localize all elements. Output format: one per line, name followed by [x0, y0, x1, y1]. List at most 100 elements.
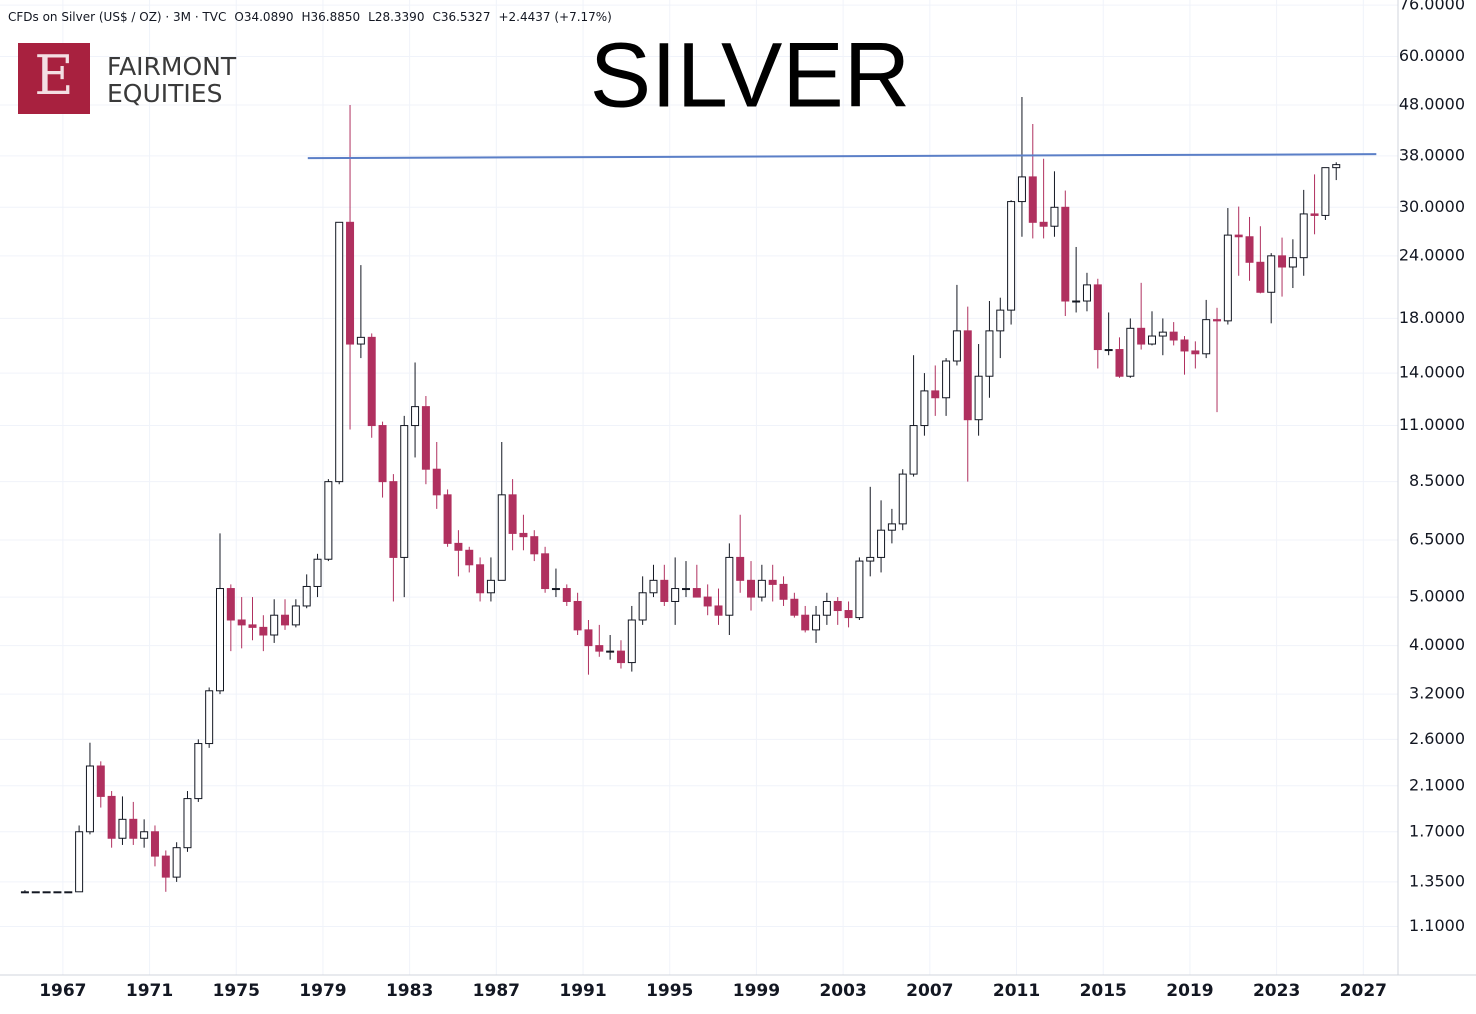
- y-tick-label: 8.5000: [1409, 471, 1465, 490]
- candle-body: [346, 221, 355, 345]
- candle-body: [855, 560, 864, 619]
- candle-body: [281, 614, 290, 626]
- candle-body: [1299, 213, 1308, 259]
- candle-body: [866, 556, 875, 562]
- candle-body: [42, 891, 51, 894]
- candle-body: [1104, 349, 1113, 352]
- candle-body: [1191, 350, 1200, 355]
- candle-body: [736, 556, 745, 581]
- candle-body: [194, 743, 203, 800]
- candle-body: [172, 847, 181, 878]
- candle-body: [1039, 221, 1048, 227]
- candle-body: [270, 614, 279, 636]
- candle-body: [1288, 257, 1297, 268]
- candle-body: [96, 765, 105, 797]
- candle-body: [703, 596, 712, 607]
- header: CFDs on Silver (US$ / OZ) · 3M · TVC O34.…: [8, 10, 612, 24]
- y-tick-label: 30.0000: [1399, 197, 1465, 216]
- y-tick-label: 38.0000: [1399, 145, 1465, 164]
- candle-body: [378, 425, 387, 483]
- candle-body: [616, 650, 625, 664]
- candle-body: [920, 390, 929, 427]
- logo-letter: E: [34, 44, 73, 107]
- y-tick-label: 18.0000: [1399, 308, 1465, 327]
- x-tick-label: 2003: [819, 981, 866, 1001]
- x-tick-label: 2007: [906, 981, 953, 1001]
- candle-body: [1050, 206, 1059, 227]
- candle-body: [454, 542, 463, 551]
- x-tick-label: 2015: [1080, 981, 1127, 1001]
- candle-body: [313, 558, 322, 587]
- candle-body: [1234, 234, 1243, 238]
- candle-body: [85, 765, 94, 833]
- candle-body: [595, 645, 604, 652]
- symbol: CFDs on Silver (US$ / OZ) · 3M · TVC O34.…: [8, 10, 612, 24]
- candle-body: [64, 891, 73, 894]
- plot: [20, 97, 1377, 894]
- x-tick-label: 2019: [1166, 981, 1213, 1001]
- candle-body: [324, 481, 333, 560]
- y-tick-label: 4.0000: [1409, 635, 1465, 654]
- open: O34.0890: [234, 10, 293, 24]
- candle-body: [1137, 327, 1146, 345]
- x-tick-label: 1983: [386, 981, 433, 1001]
- x-tick-label: 1967: [39, 981, 86, 1001]
- candle-body: [1321, 167, 1330, 216]
- logo-line: EQUITIES: [107, 79, 222, 108]
- candle-body: [909, 425, 918, 475]
- candle-body: [747, 579, 756, 598]
- candle-body: [963, 330, 972, 421]
- candle-body: [1213, 319, 1222, 322]
- candle-body: [790, 598, 799, 616]
- x-tick-label: 2023: [1253, 981, 1300, 1001]
- candle-body: [660, 579, 669, 602]
- y-tick-label: 14.0000: [1399, 363, 1465, 382]
- candle-body: [1115, 349, 1124, 377]
- candle-body: [768, 579, 777, 585]
- candle-body: [942, 360, 951, 399]
- candle-body: [411, 406, 420, 427]
- candle-body: [551, 588, 560, 591]
- candle-body: [1147, 335, 1156, 345]
- y-tick-label: 60.0000: [1399, 46, 1465, 65]
- candle-body: [573, 600, 582, 631]
- candle-body: [671, 588, 680, 602]
- candle-body: [1093, 284, 1102, 351]
- candle-body: [400, 425, 409, 558]
- x-tick-label: 1991: [559, 981, 606, 1001]
- x-tick-label: 1975: [213, 981, 260, 1001]
- candle-body: [541, 553, 550, 590]
- candle-body: [649, 579, 658, 594]
- candle-body: [356, 336, 365, 345]
- candle-body: [215, 588, 224, 692]
- high: H36.8850: [301, 10, 360, 24]
- candle-body: [1126, 327, 1135, 377]
- x-tick-label: 1987: [473, 981, 520, 1001]
- candle-body: [877, 529, 886, 558]
- y-tick-label: 76.0000: [1399, 0, 1465, 14]
- candle-body: [31, 891, 40, 894]
- candle-body: [53, 891, 62, 894]
- x-tick-label: 1999: [733, 981, 780, 1001]
- candle-body: [1017, 176, 1026, 203]
- candle-body: [898, 473, 907, 525]
- candle-body: [996, 309, 1005, 332]
- candle-body: [237, 619, 246, 626]
- candle-body: [779, 583, 788, 600]
- candle-body: [692, 588, 701, 598]
- candle-body: [150, 831, 159, 857]
- grid: [0, 0, 1398, 975]
- candle-body: [1223, 234, 1232, 322]
- close: C36.5327: [432, 10, 490, 24]
- candle-body: [812, 614, 821, 631]
- chart-title: SILVER: [590, 24, 910, 126]
- candle-body: [530, 536, 539, 555]
- candle-body: [1310, 213, 1319, 216]
- candle-body: [606, 650, 615, 653]
- candle-body: [1278, 255, 1287, 268]
- candle-body: [822, 600, 831, 616]
- y-tick-label: 1.1000: [1409, 916, 1465, 935]
- axes: 1.1000 1.3500 1.7000 2.1000 2.6000 3.2000 4.00…: [39, 0, 1465, 1001]
- x-tick-label: 1971: [126, 981, 173, 1001]
- candle-body: [465, 549, 474, 566]
